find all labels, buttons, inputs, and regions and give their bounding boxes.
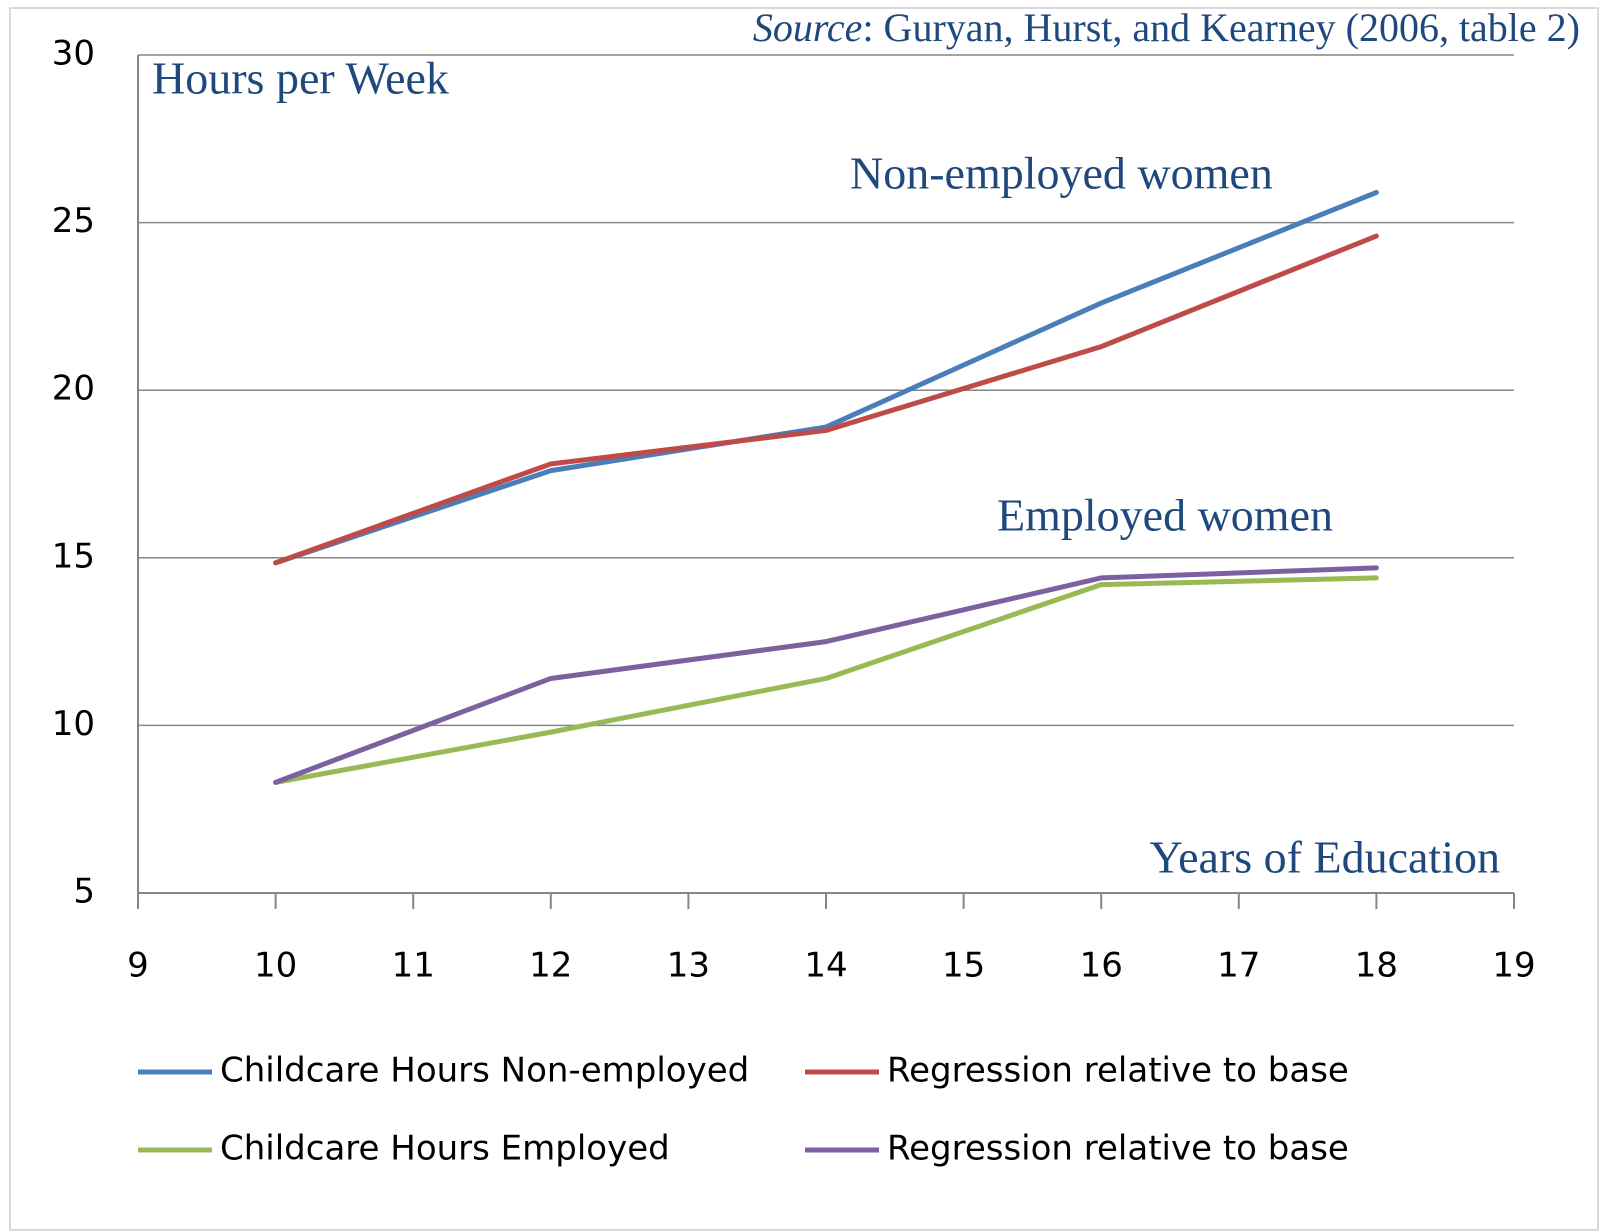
x-tick-label: 12 bbox=[529, 946, 572, 986]
legend-label: Regression relative to base bbox=[887, 1129, 1349, 1169]
annotation: Employed women bbox=[997, 490, 1333, 541]
legend-label: Childcare Hours Employed bbox=[220, 1129, 670, 1169]
x-tick-label: 17 bbox=[1217, 946, 1260, 986]
x-tick-label: 18 bbox=[1355, 946, 1398, 986]
x-tick-label: 9 bbox=[127, 946, 149, 986]
annotation: Non-employed women bbox=[850, 148, 1273, 199]
series-line bbox=[273, 189, 1379, 566]
series-line bbox=[273, 575, 1379, 785]
legend-label: Regression relative to base bbox=[887, 1051, 1349, 1091]
x-tick-label: 13 bbox=[667, 946, 710, 986]
y-tick-label: 20 bbox=[52, 369, 95, 409]
y-axis-label: Hours per Week bbox=[152, 53, 449, 104]
x-axis-label: Years of Education bbox=[1150, 832, 1500, 883]
series-line bbox=[273, 565, 1379, 785]
source-text: : Guryan, Hurst, and Kearney (2006, tabl… bbox=[862, 5, 1580, 50]
x-tick-label: 19 bbox=[1492, 946, 1535, 986]
x-tick-label: 16 bbox=[1080, 946, 1123, 986]
legend-label: Childcare Hours Non-employed bbox=[220, 1051, 749, 1091]
series-line bbox=[273, 233, 1379, 566]
source-note: Source: Guryan, Hurst, and Kearney (2006… bbox=[753, 5, 1580, 50]
source-label: Source bbox=[753, 5, 863, 50]
y-tick-label: 5 bbox=[73, 872, 95, 912]
chart-frame bbox=[9, 7, 1599, 1231]
y-tick-label: 25 bbox=[52, 201, 95, 241]
x-tick-label: 10 bbox=[254, 946, 297, 986]
y-tick-label: 30 bbox=[52, 34, 95, 74]
x-tick-label: 15 bbox=[942, 946, 985, 986]
x-tick-label: 11 bbox=[392, 946, 435, 986]
y-tick-label: 15 bbox=[52, 536, 95, 576]
y-tick-label: 10 bbox=[52, 704, 95, 744]
x-tick-label: 14 bbox=[804, 946, 847, 986]
